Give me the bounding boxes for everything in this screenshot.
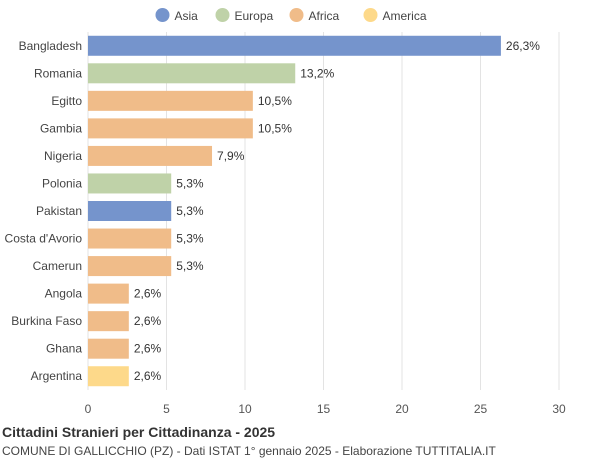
data-label: 5,3% [176,259,204,273]
chart-subtitle: COMUNE DI GALLICCHIO (PZ) - Dati ISTAT 1… [2,444,496,458]
data-label: 10,5% [258,121,292,135]
x-axis-ticks: 0 5 10 15 20 25 30 [85,402,566,416]
bar [88,228,172,249]
bar [88,145,213,166]
bar-chart: Bangladesh Romania Egitto Gambia Nigeria Polo… [5,8,566,416]
bar [88,366,129,387]
legend: Asia Europa Africa America [155,8,427,23]
bars [88,35,501,387]
y-tick-label: Pakistan [36,204,82,218]
bar [88,118,253,139]
bar [88,35,501,56]
bar [88,338,129,359]
data-label: 13,2% [300,66,334,80]
y-tick-label: Argentina [31,369,83,383]
legend-label: America [383,9,427,23]
data-label: 2,6% [134,342,162,356]
y-tick-label: Camerun [33,259,82,273]
bar [88,63,296,84]
legend-marker [363,8,378,22]
legend-marker [289,8,304,22]
data-label: 7,9% [217,149,245,163]
data-label: 2,6% [134,369,162,383]
bar [88,256,172,277]
y-tick-label: Nigeria [44,149,82,163]
x-tick-label: 10 [238,402,252,416]
y-axis-labels: Bangladesh Romania Egitto Gambia Nigeria Polo… [5,39,83,383]
data-label: 2,6% [134,314,162,328]
x-tick-label: 5 [163,402,170,416]
y-tick-label: Romania [34,66,82,80]
legend-label: Africa [309,9,340,23]
y-tick-label: Polonia [42,176,82,190]
data-label: 26,3% [506,39,540,53]
x-tick-label: 30 [552,402,566,416]
data-label: 10,5% [258,94,292,108]
legend-label: Asia [175,9,199,23]
data-label: 5,3% [176,232,204,246]
bar [88,201,172,221]
bar [88,311,129,332]
y-tick-label: Burkina Faso [11,314,82,328]
legend-label: Europa [235,9,274,23]
y-tick-label: Egitto [51,94,82,108]
y-tick-label: Ghana [46,342,82,356]
data-label: 2,6% [134,287,162,301]
y-tick-label: Gambia [40,121,82,135]
y-tick-label: Angola [45,287,83,301]
x-tick-label: 0 [85,402,92,416]
value-labels: 26,3% 13,2% 10,5% 10,5% 7,9% 5,3% 5,3% 5,3% 5,3%… [134,39,540,383]
y-tick-label: Costa d'Avorio [5,232,83,246]
data-label: 5,3% [176,204,204,218]
chart-title: Cittadini Stranieri per Cittadinanza - 2… [2,424,276,440]
bar [88,173,172,194]
x-tick-label: 15 [317,402,331,416]
data-label: 5,3% [176,176,204,190]
x-tick-label: 20 [395,402,409,416]
legend-marker [155,8,170,22]
legend-marker [215,8,230,22]
y-tick-label: Bangladesh [19,39,82,53]
x-tick-label: 25 [474,402,488,416]
bar [88,90,253,111]
bar [88,283,129,304]
